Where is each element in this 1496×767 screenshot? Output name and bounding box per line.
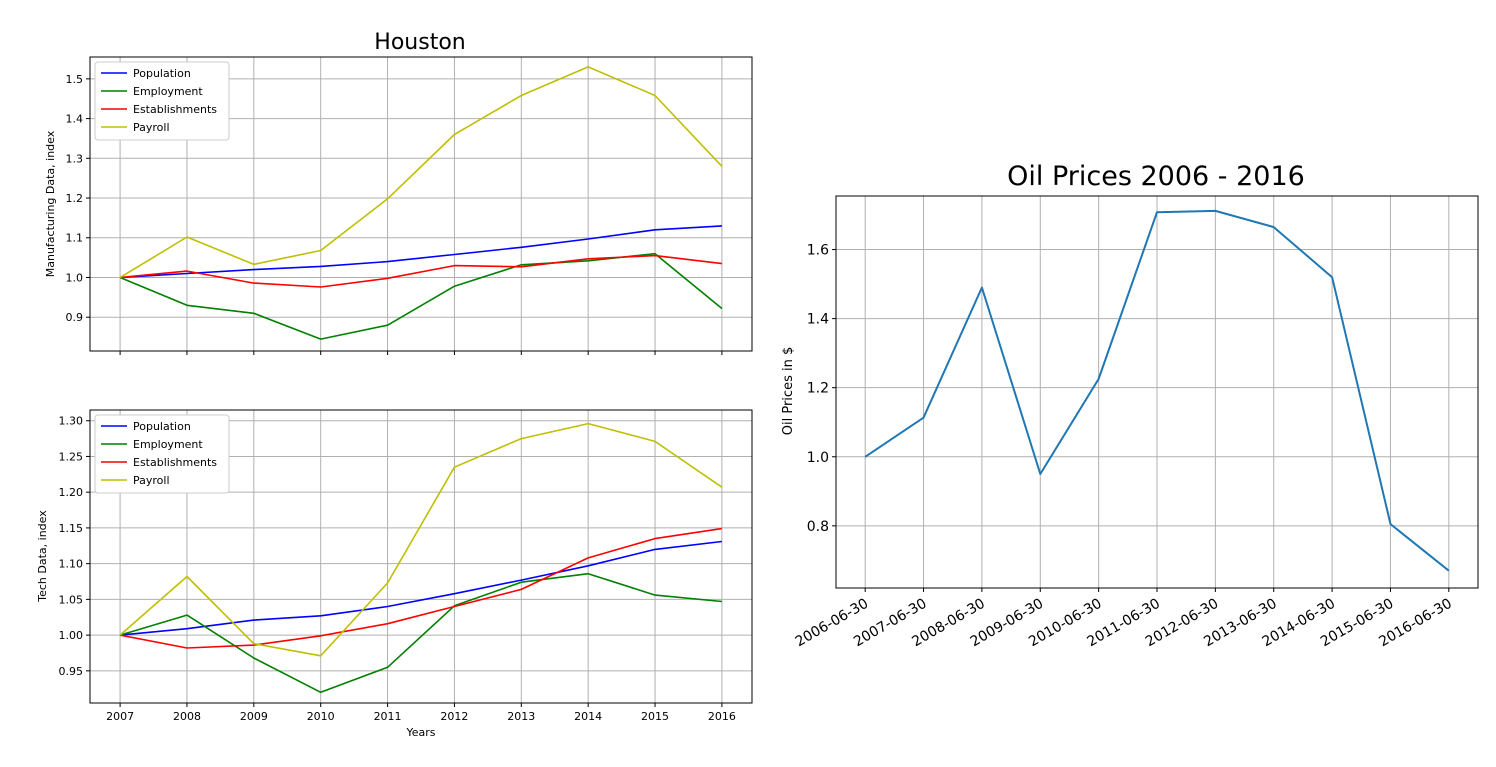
y-axis-label: Oil Prices in $: [781, 347, 796, 435]
legend-label: Payroll: [133, 474, 170, 487]
y-tick-label: 1.0: [66, 271, 84, 284]
y-tick-label: 1.2: [66, 192, 84, 205]
y-tick-label: 1.6: [807, 243, 829, 259]
x-tick-label: 2015: [641, 710, 669, 723]
chart-title: Oil Prices 2006 - 2016: [1007, 161, 1305, 192]
series-line-payroll: [119, 422, 723, 657]
chart-title: Houston: [374, 30, 465, 55]
legend-label: Employment: [133, 438, 203, 451]
x-tick-label: 2012: [440, 710, 468, 723]
series-line-population: [120, 540, 722, 636]
series-line-oil-prices: [864, 209, 1450, 572]
y-tick-label: 1.1: [66, 232, 84, 245]
plot-area: [835, 195, 1479, 589]
series-line-payroll: [119, 66, 723, 279]
oil-prices-chart: Oil Prices 2006 - 2016 Oil Prices in $ 0…: [781, 161, 1479, 650]
y-tick-label: 1.4: [807, 312, 829, 328]
y-tick-label: 1.30: [59, 415, 84, 428]
legend-label: Population: [133, 67, 191, 80]
y-tick-label: 0.8: [807, 519, 829, 535]
y-tick-label: 0.95: [59, 665, 84, 678]
y-tick-label: 1.05: [59, 593, 84, 606]
x-tick-label: 2013: [507, 710, 535, 723]
tech-chart: Tech Data, index Years 0.95 1.00 1.05 1.10 1…: [36, 409, 753, 739]
y-tick-label: 1.20: [59, 486, 84, 499]
x-tick-label: 2010: [307, 710, 335, 723]
legend-label: Payroll: [133, 121, 170, 134]
x-tick-label: 2007: [106, 710, 134, 723]
legend: Population Employment Establishments Payrol…: [94, 414, 230, 494]
x-axis-label: Years: [405, 726, 435, 739]
legend-label: Establishments: [133, 103, 217, 116]
x-tick-label: 2011: [374, 710, 402, 723]
x-tick-label: 2008: [173, 710, 201, 723]
y-tick-label: 1.2: [807, 381, 829, 397]
y-tick-label: 1.15: [59, 522, 84, 535]
manufacturing-chart: Houston Manufacturing Data, index 0.9 1.0…: [44, 30, 753, 355]
series-line-establishments: [120, 254, 722, 288]
legend-box: [94, 414, 230, 494]
y-tick-label: 1.4: [66, 113, 84, 126]
x-tick-label: 2014: [574, 710, 602, 723]
y-tick-label: 1.10: [59, 558, 84, 571]
series-line-establishments: [119, 527, 723, 649]
series-line-population: [120, 225, 722, 279]
series-line-employment: [119, 252, 723, 340]
legend-label: Employment: [133, 85, 203, 98]
x-tick-label: 2009: [240, 710, 268, 723]
y-tick-label: 1.5: [66, 73, 84, 86]
y-tick-label: 1.00: [59, 629, 84, 642]
grid-lines: [90, 57, 752, 351]
y-tick-label: 1.0: [807, 450, 829, 466]
legend-box: [94, 61, 230, 141]
series-line-employment: [119, 572, 722, 694]
legend-label: Population: [133, 420, 191, 433]
legend-label: Establishments: [133, 456, 217, 469]
plot-area: [89, 409, 753, 704]
legend: Population Employment Establishments Payrol…: [94, 61, 230, 141]
y-tick-label: 0.9: [66, 311, 84, 324]
y-axis-label: Manufacturing Data, index: [44, 130, 57, 277]
grid-lines: [836, 196, 1478, 588]
y-tick-label: 1.25: [59, 450, 84, 463]
x-tick-label: 2016: [708, 710, 736, 723]
y-axis-label: Tech Data, index: [36, 510, 49, 603]
plot-area: [89, 56, 753, 352]
y-tick-label: 1.3: [66, 152, 84, 165]
